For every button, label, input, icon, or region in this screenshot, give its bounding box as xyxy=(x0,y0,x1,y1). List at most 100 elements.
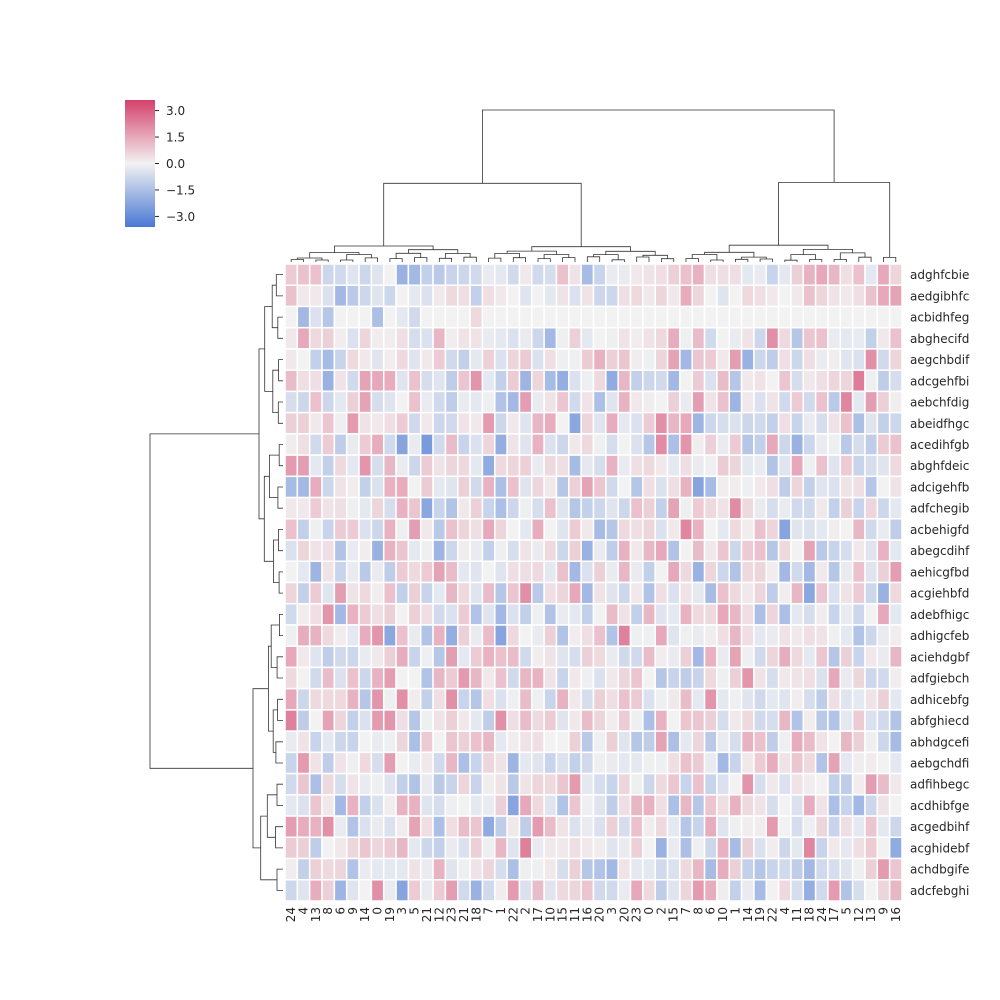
heatmap-cell xyxy=(432,326,447,350)
heatmap-cell xyxy=(432,518,447,541)
heatmap-cell xyxy=(876,496,891,520)
heatmap-cell xyxy=(419,369,434,393)
heatmap-cell xyxy=(765,687,780,711)
heatmap-cell xyxy=(605,539,619,563)
heatmap-cell xyxy=(444,857,459,881)
heatmap-cell xyxy=(654,433,669,456)
heatmap-cell xyxy=(876,284,891,308)
heatmap-cell xyxy=(419,518,434,541)
heatmap-cell xyxy=(444,433,459,456)
heatmap-cell xyxy=(691,518,706,541)
heatmap-cell xyxy=(494,666,508,690)
heatmap-cell xyxy=(605,794,619,817)
heatmap-cell xyxy=(777,326,792,350)
heatmap-cell xyxy=(888,772,903,796)
heatmap-cell xyxy=(876,581,891,605)
heatmap-cell xyxy=(432,433,447,456)
column-label: 2 xyxy=(654,907,668,915)
heatmap-cell xyxy=(333,539,348,563)
heatmap-cell xyxy=(555,369,570,393)
heatmap-cell xyxy=(592,518,607,541)
heatmap-cell xyxy=(469,624,484,647)
heatmap-cell xyxy=(518,411,533,435)
heatmap-cell xyxy=(666,687,681,711)
column-label: 3 xyxy=(395,907,409,915)
heatmap-cell xyxy=(321,411,336,435)
heatmap-cell xyxy=(568,645,582,669)
heatmap-cell xyxy=(827,772,842,796)
heatmap-cell xyxy=(753,772,768,796)
heatmap-cell xyxy=(691,857,706,881)
heatmap-cell xyxy=(753,518,768,541)
heatmap-cell xyxy=(864,772,879,796)
heatmap-cell xyxy=(654,602,669,626)
heatmap-cell xyxy=(296,411,311,435)
heatmap-cell xyxy=(531,666,545,690)
heatmap-cell xyxy=(432,751,447,775)
heatmap-cell xyxy=(802,879,817,902)
heatmap-cell xyxy=(333,411,348,435)
heatmap-cell xyxy=(333,348,348,371)
heatmap-cell xyxy=(629,772,644,796)
heatmap-cell xyxy=(531,751,545,775)
heatmap-cell xyxy=(777,560,792,584)
heatmap-cell xyxy=(518,433,533,456)
heatmap-cell xyxy=(691,602,706,626)
heatmap-cell xyxy=(864,263,879,286)
heatmap-cell xyxy=(802,666,817,690)
heatmap-cell xyxy=(382,284,397,308)
row-label: abfghiecd xyxy=(910,714,969,728)
heatmap-cell xyxy=(753,560,768,584)
heatmap-cell xyxy=(765,602,780,626)
heatmap-cell xyxy=(703,518,718,541)
heatmap-cell xyxy=(666,284,681,308)
heatmap-cell xyxy=(395,645,410,669)
heatmap-cell xyxy=(407,709,422,732)
heatmap-cell xyxy=(382,560,397,584)
heatmap-cell xyxy=(494,369,508,393)
row-label: aehicgfbd xyxy=(910,565,969,579)
heatmap-cell xyxy=(839,624,854,647)
heatmap-cell xyxy=(580,730,595,754)
heatmap-cell xyxy=(555,730,570,754)
heatmap-cell xyxy=(839,390,854,414)
heatmap-cell xyxy=(518,624,533,647)
heatmap-cell xyxy=(321,348,336,371)
heatmap-cell xyxy=(444,879,459,902)
heatmap-cell xyxy=(691,645,706,669)
heatmap-cell xyxy=(345,772,360,796)
heatmap-cell xyxy=(370,369,385,393)
heatmap-cell xyxy=(716,390,730,414)
heatmap-cell xyxy=(555,433,570,456)
heatmap-cell xyxy=(358,390,373,414)
column-label: 24 xyxy=(284,907,298,922)
heatmap-cell xyxy=(494,836,508,860)
heatmap-cell xyxy=(469,518,484,541)
heatmap-cell xyxy=(345,326,360,350)
row-label: adghfcbie xyxy=(910,268,969,282)
heatmap-cell xyxy=(716,794,730,817)
heatmap-cell xyxy=(790,581,805,605)
heatmap-cell xyxy=(407,645,422,669)
heatmap-cell xyxy=(716,815,730,839)
heatmap-cell xyxy=(555,475,570,499)
heatmap-cell xyxy=(494,815,508,839)
heatmap-cell xyxy=(382,305,397,329)
heatmap-cell xyxy=(555,794,570,817)
heatmap-cell xyxy=(580,348,595,371)
heatmap-cell xyxy=(888,794,903,817)
heatmap-cell xyxy=(740,348,755,371)
heatmap-cell xyxy=(617,666,632,690)
heatmap-cell xyxy=(457,794,471,817)
heatmap-cell xyxy=(864,602,879,626)
row-label: aedgibhfc xyxy=(910,289,969,303)
heatmap-cell xyxy=(839,645,854,669)
heatmap-cell xyxy=(333,284,348,308)
heatmap-cell xyxy=(308,794,323,817)
heatmap-cell xyxy=(629,581,644,605)
heatmap-cell xyxy=(395,518,410,541)
heatmap-cell xyxy=(395,326,410,350)
heatmap-cell xyxy=(753,687,768,711)
heatmap-cell xyxy=(592,879,607,902)
heatmap-cell xyxy=(802,815,817,839)
